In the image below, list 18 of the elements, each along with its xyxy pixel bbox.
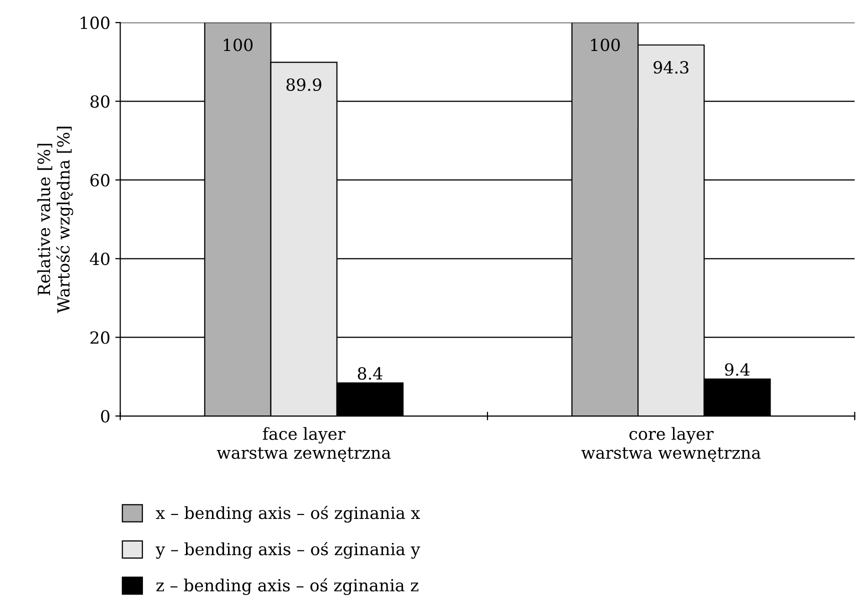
y-axis-title: Relative value [%] Wartość względna [%] xyxy=(37,126,74,314)
data-label: 100 xyxy=(591,38,620,52)
legend-label: y – bending axis – oś zginania y xyxy=(156,542,420,559)
data-label: 8.4 xyxy=(358,367,382,380)
y-tick-label: 60 xyxy=(90,174,110,187)
y-tick-label: 80 xyxy=(90,95,110,108)
data-label: 9.4 xyxy=(724,363,750,376)
legend-label: z – bending axis – oś zginania z xyxy=(156,578,418,595)
y-tick-label: 0 xyxy=(101,410,110,423)
y-tick-label: 40 xyxy=(90,252,110,266)
legend-label: x – bending axis – oś zginania x xyxy=(156,506,420,523)
data-label: 94.3 xyxy=(654,61,688,74)
y-tick-label: 100 xyxy=(80,16,110,30)
data-label: 100 xyxy=(224,38,253,52)
y-tick-label: 20 xyxy=(90,331,110,344)
x-tick-label: core layer warstwa wewnętrzna xyxy=(581,427,761,462)
x-tick-label: face layer warstwa zewnętrzna xyxy=(216,427,391,462)
data-label: 89.9 xyxy=(286,78,322,91)
